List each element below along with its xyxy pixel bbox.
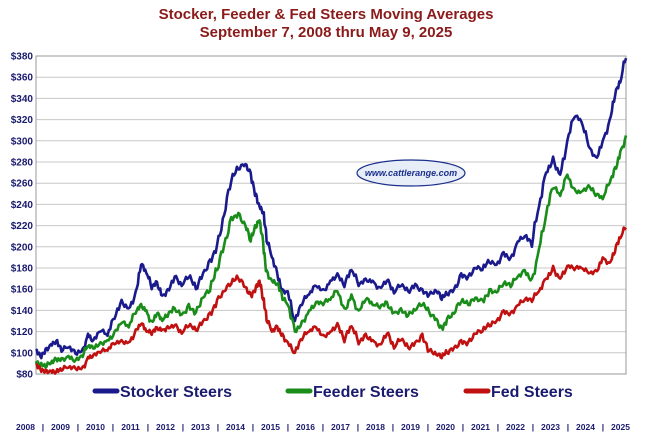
x-tick-label: 2012 — [156, 422, 175, 432]
x-tick-label: 2024 — [576, 422, 595, 432]
x-tick-separator: | — [602, 422, 604, 432]
logo-badge: www.cattlerange.com — [356, 159, 466, 187]
x-tick-separator: | — [77, 422, 79, 432]
x-tick-label: 2018 — [366, 422, 385, 432]
x-tick-separator: | — [532, 422, 534, 432]
x-tick-label: 2020 — [436, 422, 455, 432]
x-tick-separator: | — [112, 422, 114, 432]
y-axis-ticks: $80 $100 $120 $140 $160 $180 $200 $220 $240 $260 $… — [11, 52, 34, 381]
x-tick-label: 2025 — [611, 422, 630, 432]
series-line-stocker — [35, 57, 628, 360]
x-tick-label: 2016 — [296, 422, 315, 432]
y-tick-label: $260 — [11, 179, 34, 190]
x-tick-separator: | — [287, 422, 289, 432]
x-tick-label: 2014 — [226, 422, 245, 432]
y-tick-label: $180 — [11, 264, 34, 275]
y-tick-label: $100 — [11, 348, 34, 359]
chart-title: Stocker, Feeder & Fed Steers Moving Aver… — [159, 6, 494, 23]
x-tick-label: 2011 — [121, 422, 140, 432]
x-tick-separator: | — [497, 422, 499, 432]
y-tick-label: $220 — [11, 221, 34, 232]
x-tick-label: 2013 — [191, 422, 210, 432]
y-tick-label: $240 — [11, 200, 34, 211]
x-tick-separator: | — [427, 422, 429, 432]
legend-label-stocker: Stocker Steers — [120, 384, 232, 401]
series-line-feeder — [34, 135, 628, 369]
x-tick-label: 2009 — [51, 422, 70, 432]
x-tick-label: 2017 — [331, 422, 350, 432]
y-tick-label: $320 — [11, 115, 34, 126]
y-tick-label: $280 — [11, 158, 34, 169]
logo-ellipse — [356, 159, 466, 187]
series-line-fed — [35, 226, 628, 375]
chart-subtitle: September 7, 2008 thru May 9, 2025 — [200, 24, 453, 41]
legend-label-fed: Fed Steers — [491, 384, 573, 401]
logo-text: www.cattlerange.com — [365, 168, 457, 178]
x-axis-ticks: 2008 | 2009 | 2010 | 2011 | 2012 | 2013 | 2014 | 2015 |… — [16, 422, 630, 432]
grid-layer — [36, 55, 626, 375]
x-tick-separator: | — [182, 422, 184, 432]
x-tick-separator: | — [42, 422, 44, 432]
y-tick-label: $140 — [11, 306, 34, 317]
x-tick-label: 2022 — [506, 422, 525, 432]
y-tick-label: $340 — [11, 94, 34, 105]
y-tick-label: $80 — [16, 370, 33, 381]
x-tick-label: 2010 — [86, 422, 105, 432]
plot-frame — [35, 55, 627, 375]
y-tick-label: $360 — [11, 73, 34, 84]
x-tick-separator: | — [252, 422, 254, 432]
x-tick-separator: | — [147, 422, 149, 432]
x-tick-separator: | — [322, 422, 324, 432]
x-tick-label: 2008 — [16, 422, 35, 432]
x-tick-separator: | — [567, 422, 569, 432]
y-tick-label: $300 — [11, 136, 34, 147]
x-tick-separator: | — [217, 422, 219, 432]
x-tick-separator: | — [462, 422, 464, 432]
x-tick-label: 2019 — [401, 422, 420, 432]
x-tick-label: 2021 — [471, 422, 490, 432]
legend-label-feeder: Feeder Steers — [313, 384, 419, 401]
y-tick-label: $380 — [11, 52, 34, 63]
y-tick-label: $160 — [11, 285, 34, 296]
x-tick-label: 2015 — [261, 422, 280, 432]
y-tick-label: $200 — [11, 242, 34, 253]
series-layer — [34, 57, 628, 375]
y-tick-label: $120 — [11, 327, 34, 338]
x-tick-separator: | — [357, 422, 359, 432]
x-tick-label: 2023 — [541, 422, 560, 432]
legend: Stocker Steers Feeder Steers Fed Steers — [92, 384, 573, 401]
x-tick-separator: | — [392, 422, 394, 432]
